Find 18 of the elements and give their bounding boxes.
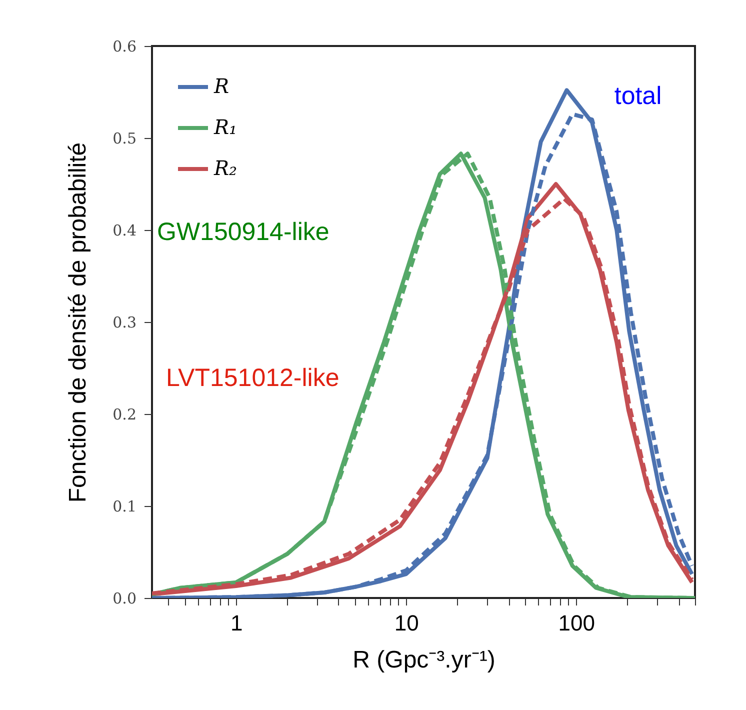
y-tick-label: 0.4 xyxy=(112,222,136,240)
y-axis-title: Fonction de densité de probabilité xyxy=(64,142,92,503)
annotation: GW150914-like xyxy=(157,218,330,246)
legend-label: R₁ xyxy=(213,115,238,139)
y-tick-label: 0.0 xyxy=(112,590,136,608)
y-tick-label: 0.1 xyxy=(112,498,136,516)
legend-label: R xyxy=(213,74,230,98)
x-tick-label: 100 xyxy=(558,610,596,636)
y-tick-label: 0.2 xyxy=(112,406,136,424)
y-tick-label: 0.3 xyxy=(112,314,136,332)
legend-label: R₂ xyxy=(213,156,238,180)
x-tick-label: 1 xyxy=(230,610,243,636)
y-tick-label: 0.6 xyxy=(112,38,136,56)
y-tick-label: 0.5 xyxy=(112,130,136,148)
annotation: LVT151012-like xyxy=(166,364,340,392)
annotation: total xyxy=(614,82,662,110)
x-tick-label: 10 xyxy=(394,610,419,636)
x-axis-title: R (Gpc⁻³.yr⁻¹) xyxy=(352,646,496,674)
